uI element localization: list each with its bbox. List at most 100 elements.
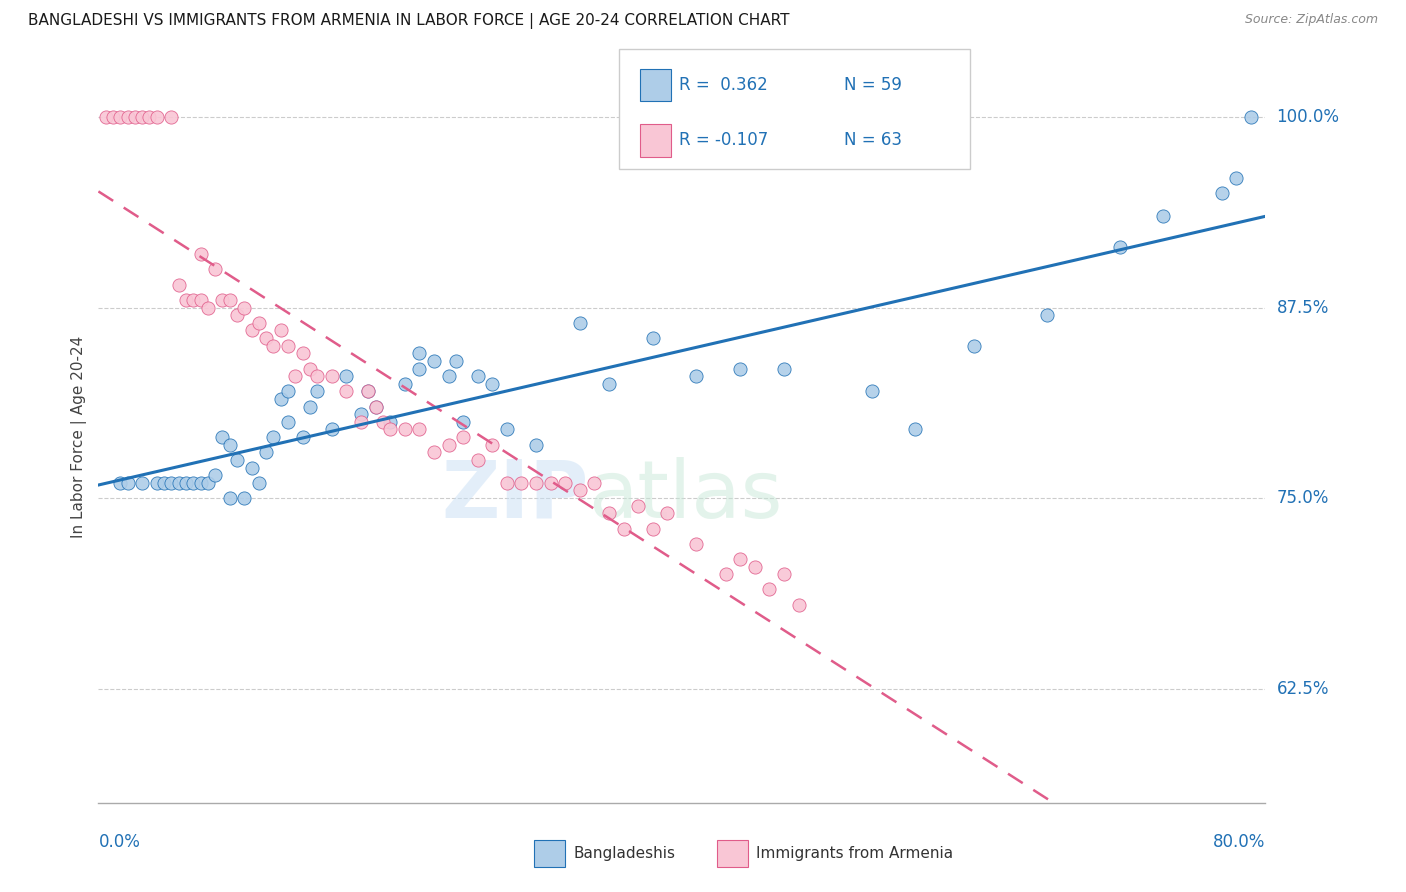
Point bbox=[117, 475, 139, 490]
Point bbox=[307, 384, 329, 399]
Point bbox=[1225, 171, 1247, 186]
Point bbox=[160, 110, 183, 124]
Text: N = 63: N = 63 bbox=[844, 131, 901, 150]
Point bbox=[277, 415, 299, 429]
Point bbox=[277, 384, 299, 399]
Point bbox=[495, 422, 517, 436]
Point bbox=[240, 323, 263, 337]
Point bbox=[110, 475, 132, 490]
Point bbox=[262, 338, 284, 352]
Point bbox=[1211, 186, 1233, 201]
Point bbox=[247, 475, 270, 490]
Point bbox=[860, 384, 883, 399]
Point bbox=[298, 361, 321, 376]
Point bbox=[568, 483, 591, 498]
Point bbox=[904, 422, 927, 436]
Point bbox=[408, 346, 430, 360]
Point bbox=[307, 369, 329, 384]
Point bbox=[641, 521, 664, 535]
Point bbox=[540, 475, 562, 490]
Point bbox=[394, 376, 416, 391]
Text: R = -0.107: R = -0.107 bbox=[679, 131, 768, 150]
Point bbox=[787, 598, 810, 612]
Point bbox=[153, 475, 176, 490]
Point bbox=[730, 552, 752, 566]
Point bbox=[510, 475, 533, 490]
Point bbox=[190, 293, 212, 307]
Point bbox=[335, 369, 357, 384]
Point bbox=[408, 422, 430, 436]
Point bbox=[226, 308, 249, 322]
Point bbox=[364, 400, 387, 414]
Point bbox=[451, 430, 474, 444]
Point bbox=[146, 475, 169, 490]
Text: 80.0%: 80.0% bbox=[1213, 833, 1265, 851]
Point bbox=[233, 301, 256, 315]
Point bbox=[262, 430, 284, 444]
Point bbox=[444, 354, 467, 368]
Point bbox=[714, 567, 737, 582]
Point bbox=[226, 453, 249, 467]
Point bbox=[211, 430, 233, 444]
Point bbox=[437, 369, 460, 384]
Point bbox=[181, 475, 204, 490]
Point bbox=[94, 110, 117, 124]
Point bbox=[197, 301, 219, 315]
Point bbox=[247, 316, 270, 330]
Point bbox=[218, 491, 240, 505]
Point bbox=[218, 438, 240, 452]
Point bbox=[364, 400, 387, 414]
Text: 87.5%: 87.5% bbox=[1277, 299, 1329, 317]
Y-axis label: In Labor Force | Age 20-24: In Labor Force | Age 20-24 bbox=[72, 336, 87, 538]
Point bbox=[481, 438, 503, 452]
Point bbox=[254, 445, 277, 459]
Point bbox=[321, 369, 343, 384]
Point bbox=[657, 506, 679, 520]
Point bbox=[730, 361, 752, 376]
Point bbox=[174, 293, 197, 307]
Text: 0.0%: 0.0% bbox=[98, 833, 141, 851]
Point bbox=[598, 506, 620, 520]
Point bbox=[423, 354, 446, 368]
Point bbox=[357, 384, 380, 399]
Point bbox=[233, 491, 256, 505]
Point bbox=[394, 422, 416, 436]
Text: atlas: atlas bbox=[589, 457, 783, 534]
Point bbox=[101, 110, 124, 124]
Point bbox=[773, 361, 796, 376]
Point bbox=[181, 293, 204, 307]
Point bbox=[131, 475, 153, 490]
Point bbox=[190, 475, 212, 490]
Point bbox=[758, 582, 780, 597]
Point bbox=[270, 392, 292, 406]
Point bbox=[612, 521, 634, 535]
Text: Source: ZipAtlas.com: Source: ZipAtlas.com bbox=[1244, 13, 1378, 27]
Point bbox=[146, 110, 169, 124]
Text: N = 59: N = 59 bbox=[844, 76, 901, 94]
Point bbox=[962, 338, 984, 352]
Point bbox=[254, 331, 277, 345]
Point bbox=[451, 415, 474, 429]
Point bbox=[467, 453, 489, 467]
Text: Immigrants from Armenia: Immigrants from Armenia bbox=[756, 847, 953, 861]
Point bbox=[160, 475, 183, 490]
Point bbox=[744, 559, 766, 574]
Text: 62.5%: 62.5% bbox=[1277, 680, 1329, 698]
Point bbox=[371, 415, 394, 429]
Point bbox=[685, 369, 707, 384]
Point bbox=[204, 468, 226, 483]
Point bbox=[627, 499, 650, 513]
Text: Bangladeshis: Bangladeshis bbox=[574, 847, 676, 861]
Point bbox=[174, 475, 197, 490]
Point bbox=[211, 293, 233, 307]
Point bbox=[204, 262, 226, 277]
Point bbox=[197, 475, 219, 490]
Point bbox=[437, 438, 460, 452]
Point bbox=[641, 331, 664, 345]
Point bbox=[350, 415, 373, 429]
Point bbox=[524, 438, 547, 452]
Text: 100.0%: 100.0% bbox=[1277, 108, 1340, 126]
Point bbox=[277, 338, 299, 352]
Point bbox=[583, 475, 606, 490]
Point bbox=[131, 110, 153, 124]
